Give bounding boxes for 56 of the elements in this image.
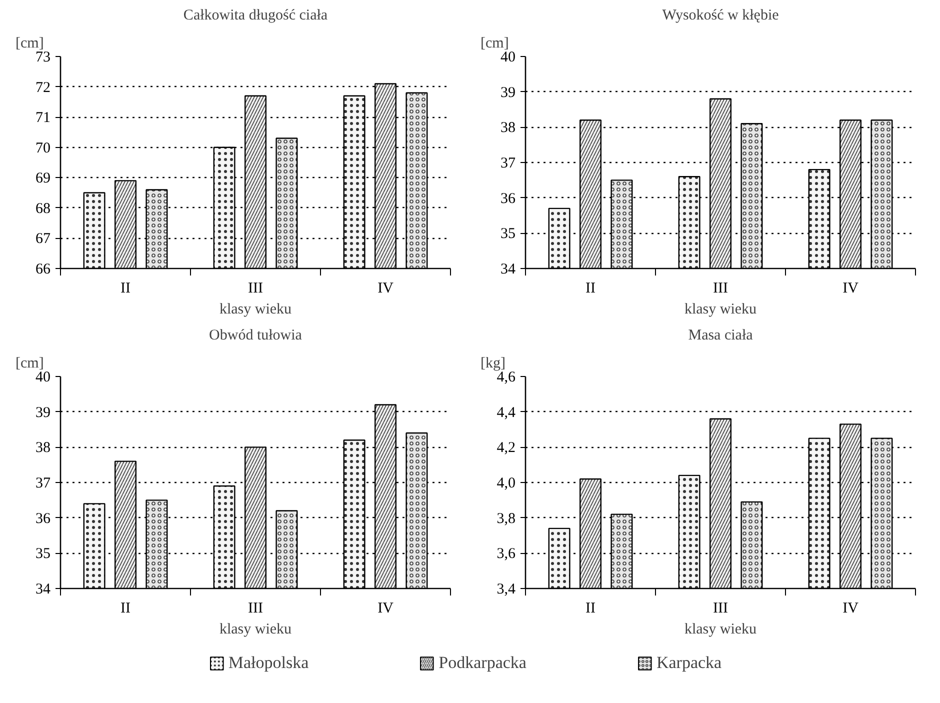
x-tick-label: III xyxy=(248,280,264,296)
y-tick-label: 34 xyxy=(500,262,516,278)
y-tick-label: 66 xyxy=(36,262,51,278)
y-tick-label: 37 xyxy=(36,476,51,492)
chart-title: Masa ciała xyxy=(688,328,754,344)
y-tick-label: 38 xyxy=(500,120,516,136)
y-tick-label: 35 xyxy=(36,546,50,562)
y-tick-label: 73 xyxy=(36,50,50,66)
y-tick-label: 72 xyxy=(36,80,50,96)
x-tick-label: III xyxy=(713,600,728,616)
x-axis-title: klasy wieku xyxy=(219,622,292,638)
y-tick-label: 4,6 xyxy=(496,370,516,386)
y-axis-title: [cm] xyxy=(16,356,44,372)
x-axis-title: klasy wieku xyxy=(684,302,758,318)
legend-label: Małopolska xyxy=(228,652,309,672)
y-tick-label: 40 xyxy=(500,50,516,66)
x-tick-label: III xyxy=(713,280,728,296)
x-tick-label: II xyxy=(120,280,131,296)
y-tick-label: 3,4 xyxy=(496,582,516,598)
y-axis-title: [cm] xyxy=(16,36,44,52)
x-tick-label: II xyxy=(586,280,596,296)
y-tick-label: 35 xyxy=(500,226,516,242)
y-tick-label: 4,2 xyxy=(496,440,516,456)
y-tick-label: 4,4 xyxy=(496,404,516,421)
y-axis-title: [kg] xyxy=(480,356,506,372)
x-tick-label: IV xyxy=(378,280,394,296)
y-tick-label: 4,0 xyxy=(496,476,516,492)
chart-title: Całkowita długość ciała xyxy=(183,8,328,24)
y-tick-label: 36 xyxy=(36,510,51,527)
chart-title: Wysokość w kłębie xyxy=(662,8,780,24)
y-tick-label: 71 xyxy=(36,110,50,126)
y-tick-label: 67 xyxy=(36,231,51,248)
y-axis-title: [cm] xyxy=(480,36,509,52)
x-axis-title: klasy wieku xyxy=(219,302,292,318)
y-tick-label: 34 xyxy=(36,582,51,598)
y-tick-label: 69 xyxy=(36,170,50,187)
y-tick-label: 3,6 xyxy=(496,546,516,562)
x-tick-label: IV xyxy=(378,600,394,616)
legend-label: Podkarpacka xyxy=(438,652,526,672)
legend-label: Karpacka xyxy=(656,652,722,672)
y-tick-label: 70 xyxy=(36,140,50,156)
y-tick-label: 68 xyxy=(36,200,50,217)
y-tick-label: 40 xyxy=(36,370,50,386)
y-tick-label: 39 xyxy=(500,84,516,101)
x-tick-label: IV xyxy=(842,600,859,616)
x-tick-label: IV xyxy=(842,280,859,296)
x-tick-label: II xyxy=(586,600,596,616)
y-tick-label: 36 xyxy=(500,190,516,207)
y-tick-label: 3,8 xyxy=(496,510,516,527)
y-tick-label: 38 xyxy=(36,440,50,456)
y-tick-label: 37 xyxy=(500,156,516,172)
y-tick-label: 39 xyxy=(36,404,50,421)
x-tick-label: III xyxy=(248,600,264,616)
x-axis-title: klasy wieku xyxy=(684,622,758,638)
chart-title: Obwód tułowia xyxy=(209,328,302,344)
x-tick-label: II xyxy=(120,600,131,616)
